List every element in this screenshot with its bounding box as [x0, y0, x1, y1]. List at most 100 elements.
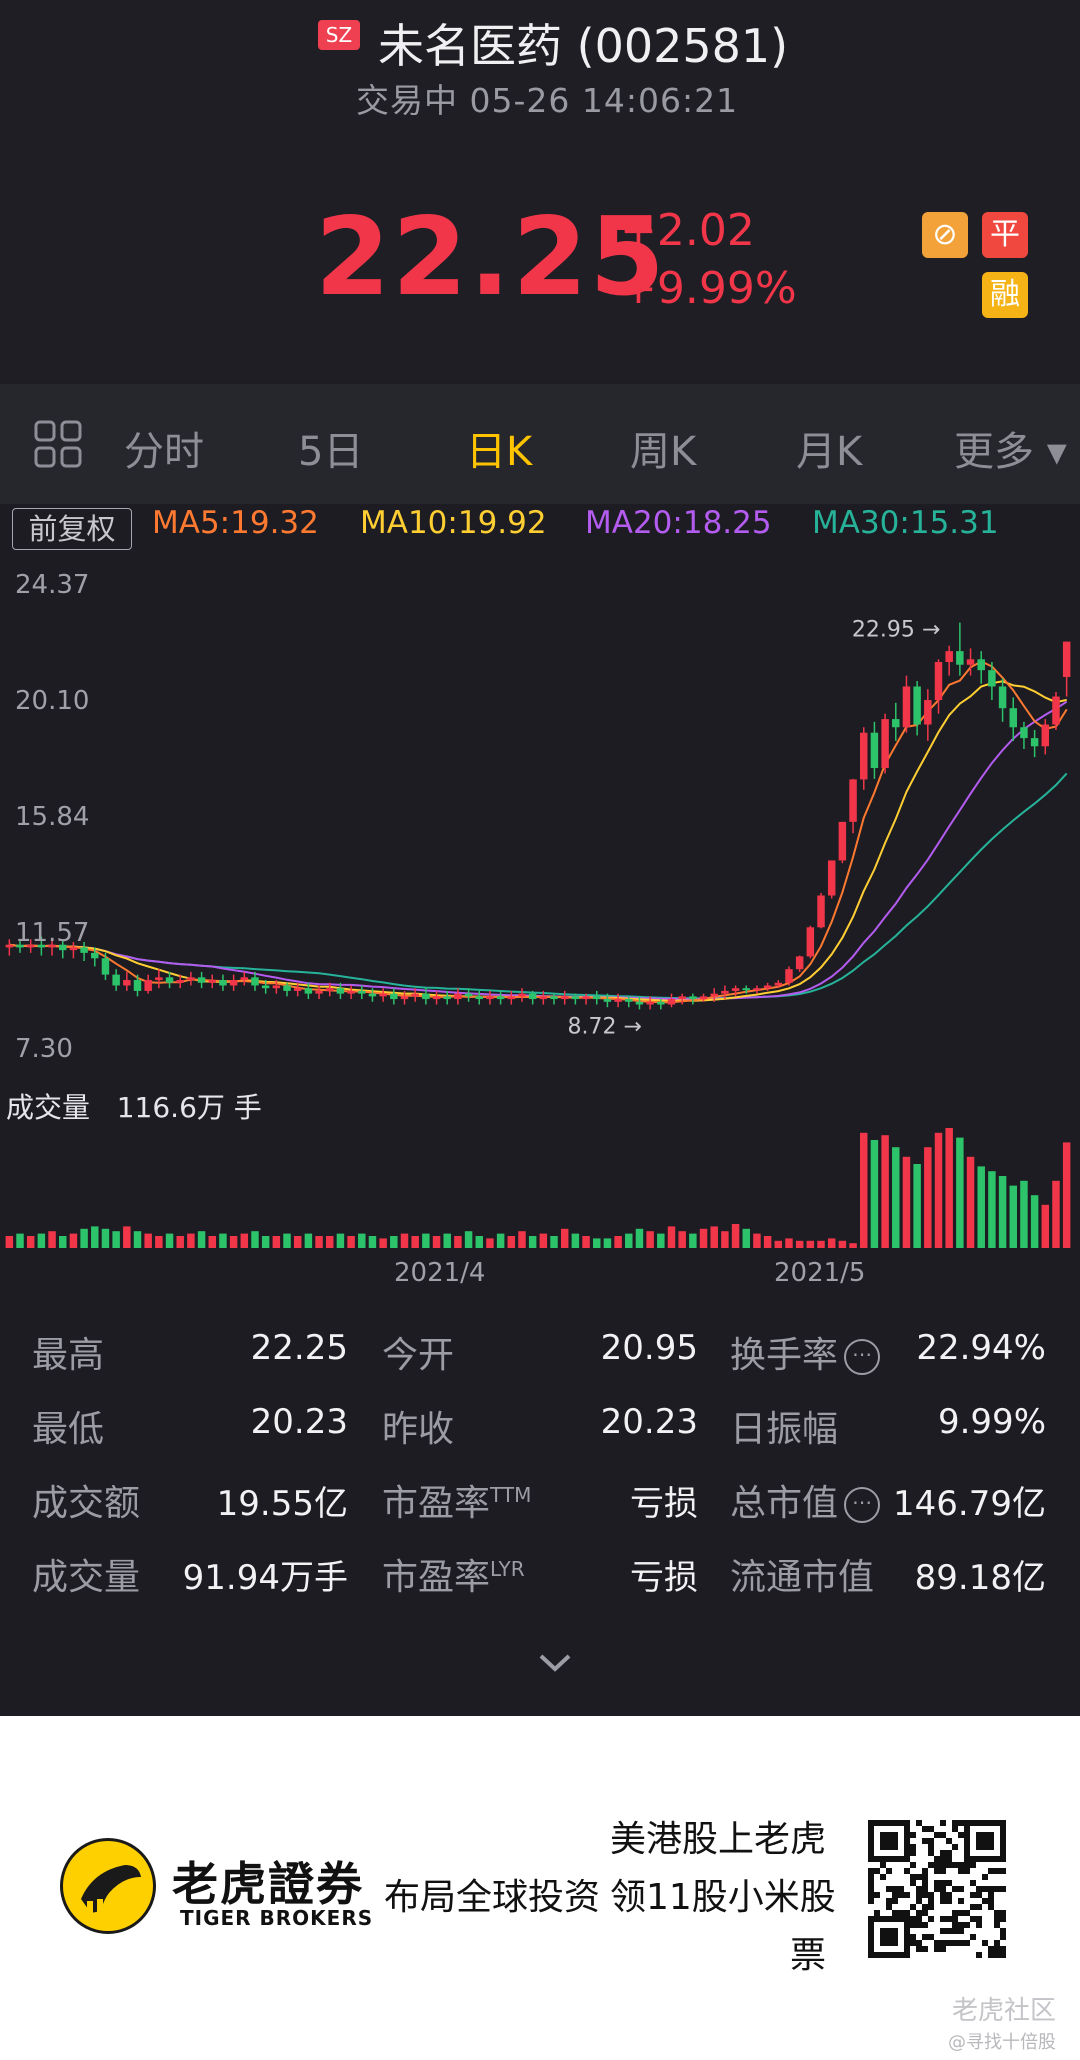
tab-5day[interactable]: 5日 — [298, 429, 364, 475]
qr-module — [928, 1904, 934, 1910]
qr-module — [982, 1820, 988, 1826]
qr-module — [904, 1838, 910, 1844]
candle-body — [1020, 727, 1028, 739]
y-tick-label: 7.30 — [15, 1034, 73, 1064]
volume-bar — [785, 1238, 793, 1248]
qr-module — [886, 1838, 892, 1844]
qr-module — [928, 1892, 934, 1898]
qr-module — [916, 1940, 922, 1946]
candle-body — [838, 821, 847, 861]
tab-weekly-k[interactable]: 周K — [630, 429, 697, 475]
watermark-community: 老虎社区 — [952, 1996, 1057, 2026]
volume-bar — [379, 1238, 387, 1248]
qr-code[interactable] — [868, 1820, 1006, 1958]
margin-badge[interactable]: 融 — [982, 272, 1028, 318]
stock-header — [0, 0, 1080, 383]
qr-module — [1000, 1934, 1006, 1940]
qr-module — [940, 1856, 946, 1862]
qr-module — [970, 1916, 976, 1922]
qr-module — [976, 1856, 982, 1862]
qr-module — [874, 1868, 880, 1874]
qr-module — [874, 1892, 880, 1898]
volume-bar — [165, 1233, 174, 1248]
volume-bar — [91, 1226, 99, 1248]
qr-module — [994, 1940, 1000, 1946]
qr-module — [946, 1862, 952, 1868]
volume-bar — [37, 1233, 46, 1248]
candle-body — [560, 996, 569, 1000]
adjust-mode-button[interactable]: 前复权 — [12, 508, 132, 550]
qr-module — [892, 1892, 898, 1898]
qr-module — [988, 1832, 994, 1838]
qr-module — [910, 1862, 916, 1868]
qr-module — [982, 1856, 988, 1862]
grid-icon[interactable] — [34, 420, 82, 468]
qr-module — [928, 1898, 934, 1904]
qr-module — [904, 1952, 910, 1958]
qr-module — [982, 1940, 988, 1946]
candle-body — [528, 993, 537, 1000]
qr-module — [970, 1934, 976, 1940]
qr-module — [952, 1910, 958, 1916]
volume-bar — [1062, 1142, 1071, 1248]
volume-bar — [16, 1233, 24, 1248]
candle-body — [1009, 708, 1017, 728]
candle-body — [934, 662, 943, 701]
qr-module — [880, 1952, 886, 1958]
candle-body — [293, 988, 302, 991]
qr-module — [952, 1844, 958, 1850]
qr-module — [886, 1856, 892, 1862]
qr-module — [952, 1820, 958, 1826]
qr-module — [880, 1838, 886, 1844]
chevron-down-icon[interactable] — [538, 1652, 572, 1674]
no-short-icon[interactable]: ⊘ — [922, 212, 968, 258]
qr-module — [940, 1820, 946, 1826]
qr-module — [1000, 1868, 1006, 1874]
tab-more[interactable]: 更多 ▾ — [954, 429, 1067, 475]
stat-value: 20.95 — [600, 1328, 698, 1368]
qr-module — [916, 1910, 922, 1916]
volume-bar — [635, 1228, 644, 1248]
qr-module — [946, 1898, 952, 1904]
qr-module — [880, 1856, 886, 1862]
qr-module — [934, 1880, 940, 1886]
volume-bar — [48, 1231, 56, 1248]
qr-module — [910, 1850, 916, 1856]
candle-body — [283, 985, 291, 991]
qr-module — [886, 1868, 892, 1874]
kline-chart-area[interactable] — [0, 505, 1080, 1295]
qr-module — [868, 1928, 874, 1934]
volume-bar — [443, 1233, 451, 1248]
volume-chart[interactable] — [0, 1120, 1080, 1250]
qr-module — [1000, 1838, 1006, 1844]
qr-module — [886, 1820, 892, 1826]
volume-bar — [1030, 1195, 1039, 1248]
stat-label-text: 换手率 — [730, 1335, 839, 1376]
ping-badge[interactable]: 平 — [982, 212, 1028, 258]
stat-label-text: 流通市值 — [730, 1557, 875, 1598]
volume-bar — [272, 1236, 281, 1248]
info-icon[interactable]: ⋯ — [844, 1487, 881, 1523]
tab-monthly-k[interactable]: 月K — [796, 429, 863, 475]
tab-intraday[interactable]: 分时 — [124, 429, 204, 475]
qr-module — [874, 1856, 880, 1862]
volume-bar — [1020, 1180, 1028, 1248]
candle-body — [165, 977, 174, 983]
ma30-label: MA30:15.31 — [812, 505, 999, 541]
candle-body — [870, 732, 879, 769]
info-icon[interactable]: ⋯ — [844, 1339, 881, 1375]
qr-module — [922, 1868, 928, 1874]
qr-module — [946, 1940, 952, 1946]
slogan-line-3: 票 — [790, 1935, 827, 1976]
volume-bar — [721, 1231, 729, 1248]
candlestick-chart[interactable]: 22.95 → 8.72 → — [0, 560, 1080, 1080]
qr-module — [994, 1916, 1000, 1922]
qr-module — [868, 1880, 874, 1886]
volume-bar — [123, 1226, 131, 1248]
qr-module — [934, 1862, 940, 1868]
candle-body — [902, 686, 911, 728]
qr-module — [982, 1844, 988, 1850]
stat-value: 20.23 — [250, 1402, 348, 1442]
tab-daily-k[interactable]: 日K — [466, 429, 533, 475]
qr-module — [868, 1886, 874, 1892]
